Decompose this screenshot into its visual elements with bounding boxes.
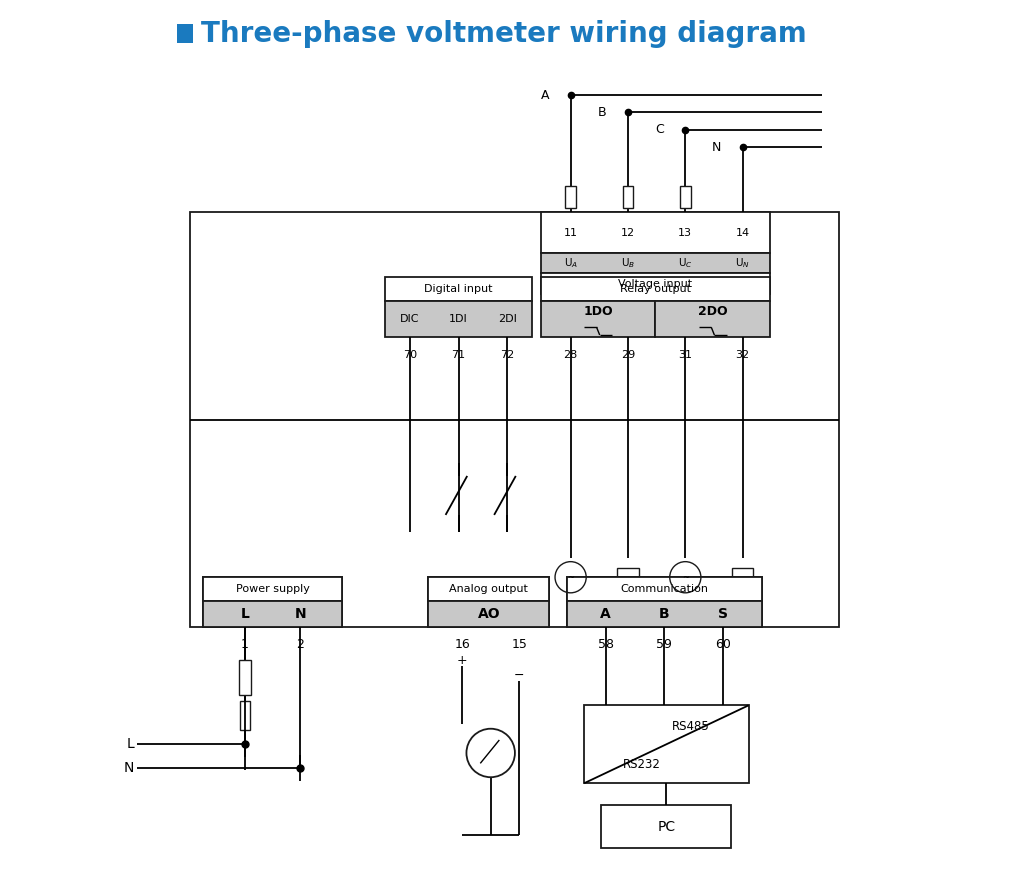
Bar (240, 701, 250, 730)
Text: U$_B$: U$_B$ (621, 256, 635, 270)
Text: 32: 32 (735, 350, 749, 360)
Text: 11: 11 (564, 228, 578, 238)
Bar (541, 253, 770, 274)
Bar (428, 577, 549, 601)
Bar (567, 601, 762, 628)
Text: 72: 72 (500, 350, 515, 360)
Text: N: N (712, 141, 721, 154)
Bar (428, 577, 549, 628)
Bar (541, 301, 655, 337)
Bar (239, 660, 251, 695)
Bar (385, 277, 532, 301)
Text: 28: 28 (564, 350, 578, 360)
Text: RS232: RS232 (623, 758, 661, 771)
Bar (541, 212, 770, 253)
Text: U$_N$: U$_N$ (735, 256, 750, 270)
Bar (428, 601, 549, 628)
Bar (566, 186, 576, 208)
Text: 58: 58 (597, 638, 614, 651)
Text: 29: 29 (621, 350, 635, 360)
Text: 70: 70 (403, 350, 417, 360)
Text: +: + (456, 654, 468, 667)
Text: U$_A$: U$_A$ (564, 256, 578, 270)
Bar (732, 568, 753, 586)
Bar (385, 301, 532, 337)
Text: 31: 31 (678, 350, 692, 360)
Text: A: A (600, 607, 612, 621)
Bar (541, 274, 770, 295)
Text: 12: 12 (621, 228, 635, 238)
Text: N: N (294, 607, 306, 621)
Text: Communication: Communication (620, 585, 709, 594)
Text: Relay output: Relay output (620, 284, 691, 294)
Text: 1DO: 1DO (583, 305, 613, 318)
Text: B: B (597, 106, 606, 119)
Text: 2DO: 2DO (698, 305, 728, 318)
Text: Power supply: Power supply (236, 585, 309, 594)
Text: L: L (127, 738, 134, 752)
Text: DIC: DIC (400, 315, 420, 324)
Bar (567, 577, 762, 628)
Text: Voltage input: Voltage input (619, 279, 692, 288)
Text: B: B (659, 607, 670, 621)
Text: 1: 1 (241, 638, 249, 651)
Text: C: C (654, 123, 664, 136)
Text: S: S (718, 607, 728, 621)
Text: 1DI: 1DI (449, 315, 468, 324)
Bar (617, 568, 639, 586)
Text: 13: 13 (678, 228, 692, 238)
Text: AO: AO (478, 607, 500, 621)
Text: 15: 15 (512, 638, 527, 651)
Bar (190, 212, 839, 628)
Text: 71: 71 (451, 350, 466, 360)
Text: 14: 14 (735, 228, 749, 238)
Bar (655, 301, 770, 337)
Text: Digital input: Digital input (425, 284, 493, 294)
Text: A: A (540, 88, 549, 101)
Text: ~: ~ (567, 572, 574, 582)
Text: N: N (124, 760, 134, 774)
Text: ~: ~ (682, 572, 689, 582)
Text: Three-phase voltmeter wiring diagram: Three-phase voltmeter wiring diagram (201, 20, 808, 48)
Text: L: L (240, 607, 249, 621)
Text: U$_C$: U$_C$ (678, 256, 692, 270)
Bar (203, 577, 342, 628)
Text: −: − (514, 669, 525, 682)
Text: 2: 2 (296, 638, 304, 651)
Bar (584, 705, 748, 783)
Text: Analog output: Analog output (449, 585, 528, 594)
Text: 2DI: 2DI (497, 315, 517, 324)
Bar (178, 24, 193, 43)
Bar (567, 577, 762, 601)
Text: 59: 59 (657, 638, 672, 651)
Text: 60: 60 (715, 638, 731, 651)
Bar (541, 277, 770, 301)
Bar (203, 577, 342, 601)
Bar (203, 601, 342, 628)
Text: RS485: RS485 (672, 720, 710, 733)
Text: 16: 16 (454, 638, 470, 651)
Bar (601, 805, 731, 848)
Bar (623, 186, 633, 208)
Text: PC: PC (658, 820, 675, 834)
Bar (680, 186, 690, 208)
